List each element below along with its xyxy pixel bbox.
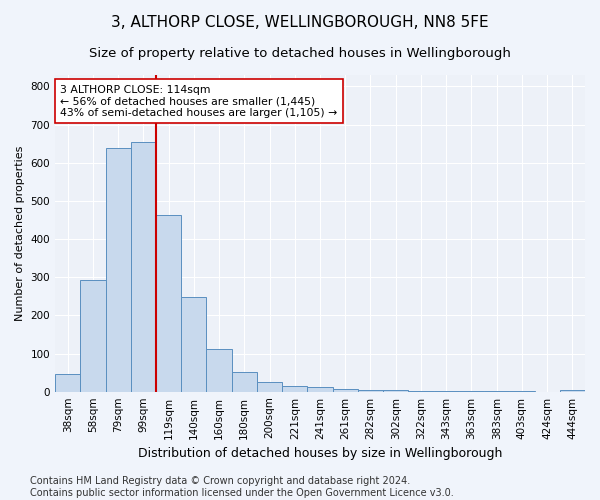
Text: Contains HM Land Registry data © Crown copyright and database right 2024.
Contai: Contains HM Land Registry data © Crown c… — [30, 476, 454, 498]
Bar — [80, 280, 106, 392]
X-axis label: Distribution of detached houses by size in Wellingborough: Distribution of detached houses by size … — [138, 447, 502, 460]
Bar — [332, 388, 358, 392]
Bar — [434, 391, 459, 392]
Bar — [232, 372, 257, 392]
Bar — [282, 386, 307, 392]
Bar — [409, 390, 434, 392]
Text: 3 ALTHORP CLOSE: 114sqm
← 56% of detached houses are smaller (1,445)
43% of semi: 3 ALTHORP CLOSE: 114sqm ← 56% of detache… — [61, 84, 338, 117]
Text: 3, ALTHORP CLOSE, WELLINGBOROUGH, NN8 5FE: 3, ALTHORP CLOSE, WELLINGBOROUGH, NN8 5F… — [111, 15, 489, 30]
Bar — [307, 386, 332, 392]
Text: Size of property relative to detached houses in Wellingborough: Size of property relative to detached ho… — [89, 48, 511, 60]
Bar — [206, 348, 232, 392]
Bar — [55, 374, 80, 392]
Y-axis label: Number of detached properties: Number of detached properties — [15, 146, 25, 321]
Bar — [181, 297, 206, 392]
Bar — [358, 390, 383, 392]
Bar — [156, 215, 181, 392]
Bar — [131, 142, 156, 392]
Bar — [459, 391, 484, 392]
Bar — [106, 148, 131, 392]
Bar — [383, 390, 409, 392]
Bar — [257, 382, 282, 392]
Bar — [560, 390, 585, 392]
